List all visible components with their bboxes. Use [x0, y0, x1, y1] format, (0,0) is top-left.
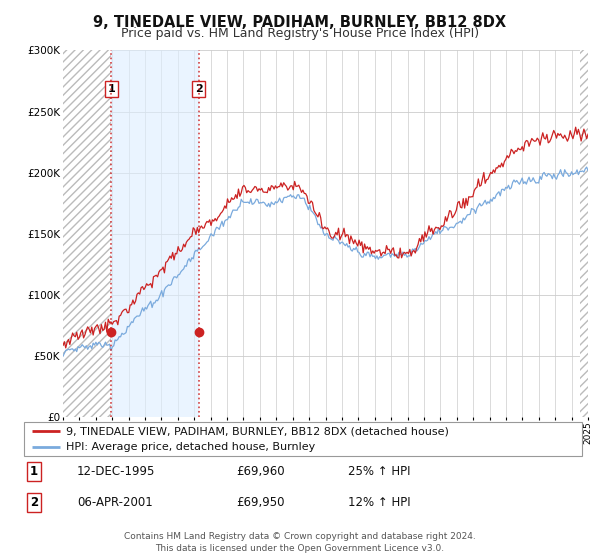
- Text: 12% ↑ HPI: 12% ↑ HPI: [347, 496, 410, 509]
- Text: 06-APR-2001: 06-APR-2001: [77, 496, 153, 509]
- Text: Contains HM Land Registry data © Crown copyright and database right 2024.
This d: Contains HM Land Registry data © Crown c…: [124, 533, 476, 553]
- Text: £69,950: £69,950: [236, 496, 284, 509]
- Text: 9, TINEDALE VIEW, PADIHAM, BURNLEY, BB12 8DX: 9, TINEDALE VIEW, PADIHAM, BURNLEY, BB12…: [94, 15, 506, 30]
- Text: 12-DEC-1995: 12-DEC-1995: [77, 465, 155, 478]
- Text: 9, TINEDALE VIEW, PADIHAM, BURNLEY, BB12 8DX (detached house): 9, TINEDALE VIEW, PADIHAM, BURNLEY, BB12…: [66, 426, 449, 436]
- Text: 1: 1: [107, 84, 115, 94]
- Text: HPI: Average price, detached house, Burnley: HPI: Average price, detached house, Burn…: [66, 442, 315, 452]
- Text: 2: 2: [195, 84, 203, 94]
- Text: £69,960: £69,960: [236, 465, 284, 478]
- FancyBboxPatch shape: [24, 422, 582, 456]
- Bar: [63, 50, 112, 417]
- Bar: [112, 50, 199, 417]
- Bar: [580, 50, 588, 417]
- Text: 2: 2: [30, 496, 38, 509]
- Text: 1: 1: [30, 465, 38, 478]
- Text: Price paid vs. HM Land Registry's House Price Index (HPI): Price paid vs. HM Land Registry's House …: [121, 27, 479, 40]
- Text: 25% ↑ HPI: 25% ↑ HPI: [347, 465, 410, 478]
